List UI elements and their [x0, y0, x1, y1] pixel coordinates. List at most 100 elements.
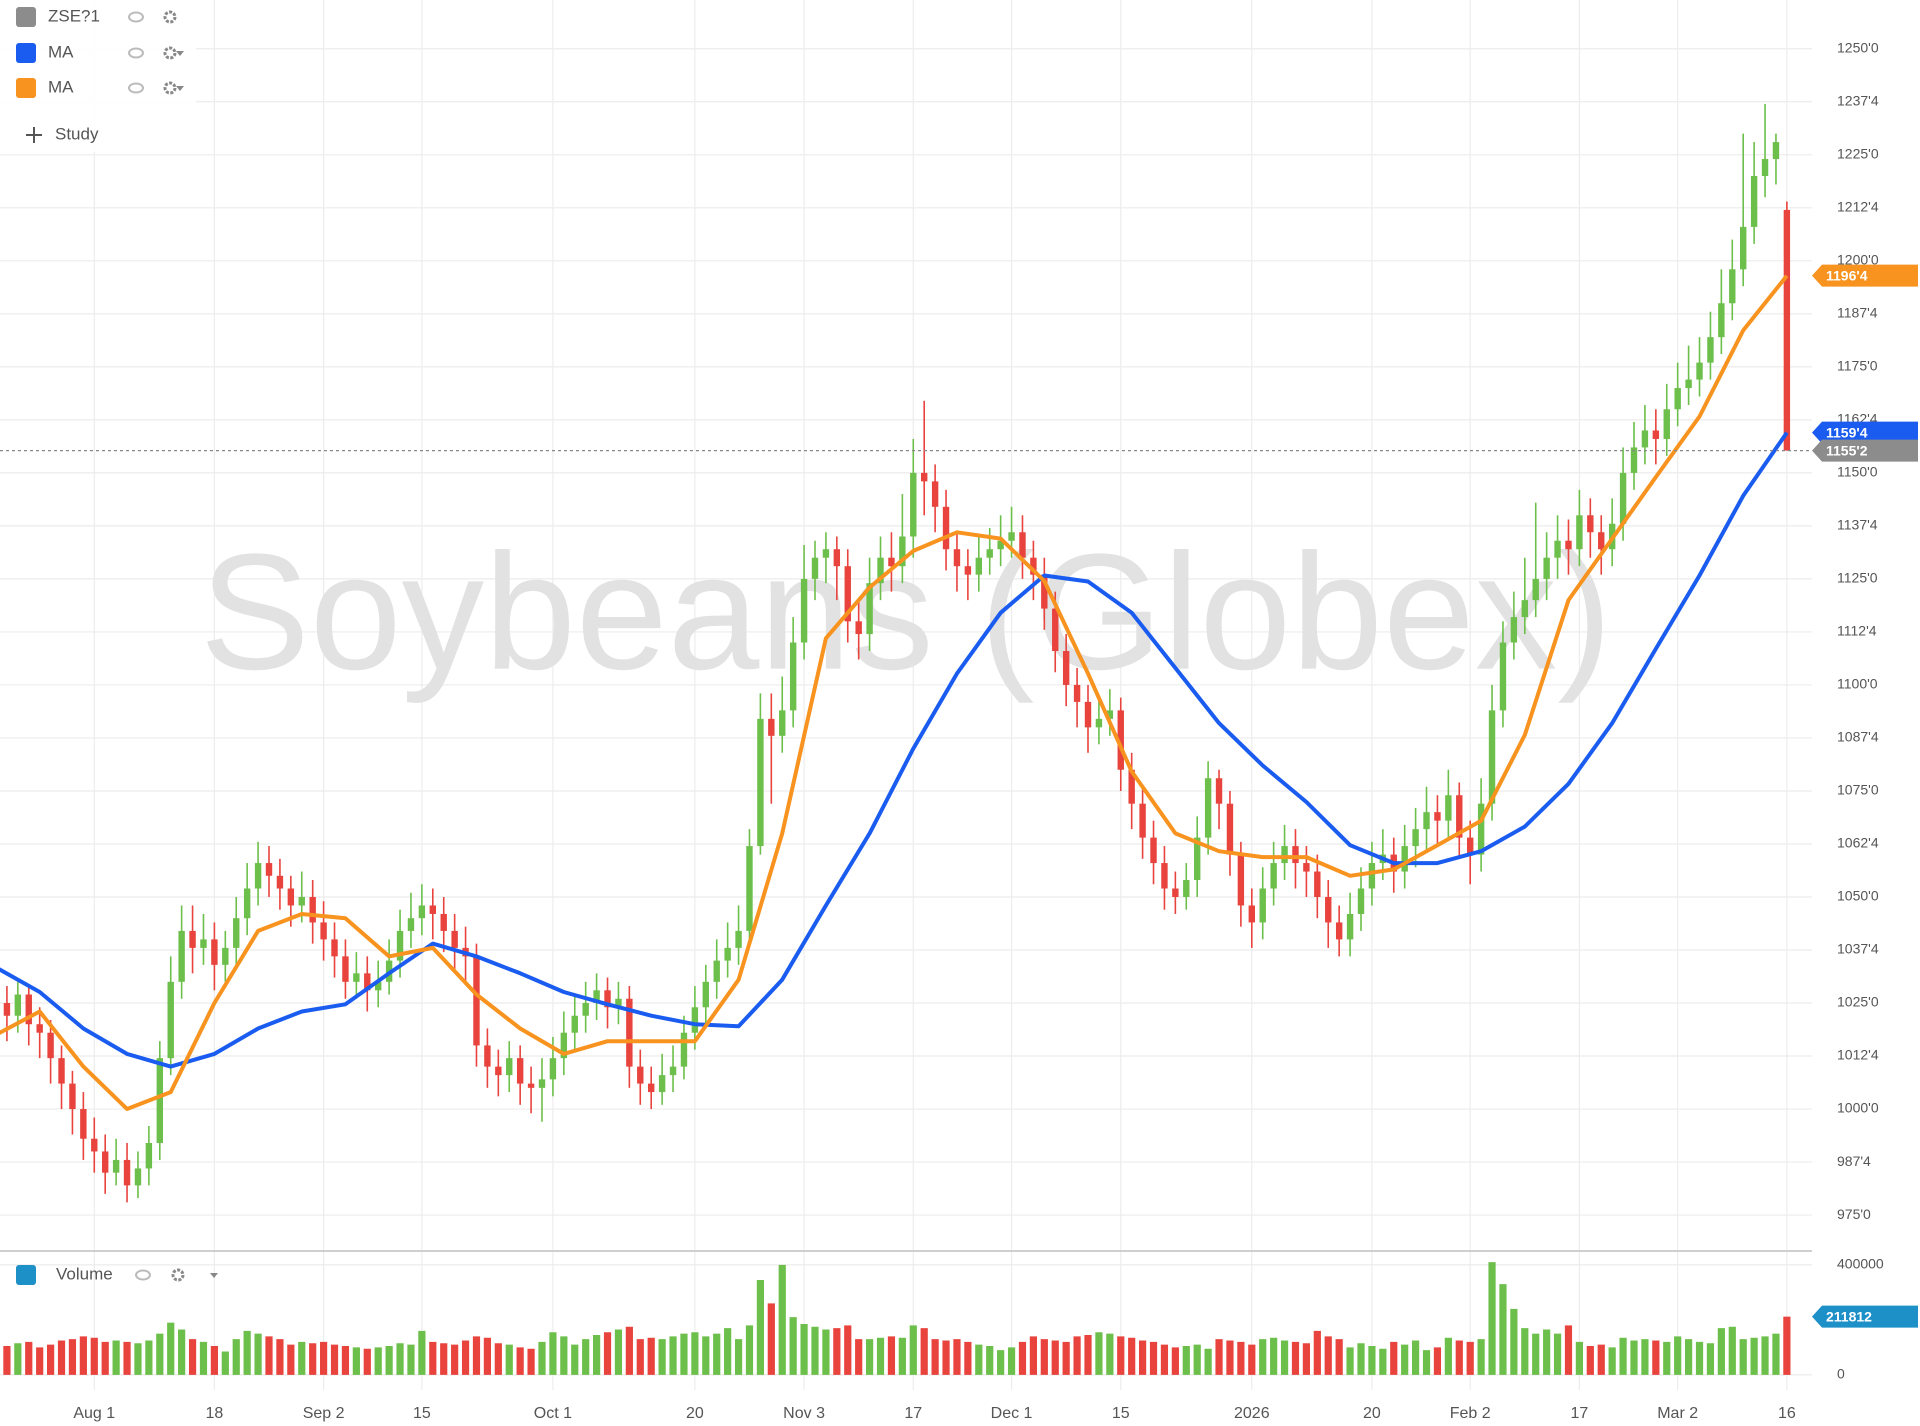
candle-body	[1084, 701, 1092, 728]
volume-bar	[811, 1326, 819, 1375]
volume-bar	[658, 1339, 666, 1375]
ma-price-tag-label: 1159'4	[1826, 424, 1868, 440]
candle-body	[1521, 600, 1528, 618]
volume-bar	[571, 1344, 579, 1375]
candle-body	[1062, 651, 1070, 685]
ma-price-tag	[1812, 421, 1918, 444]
candle-body	[320, 922, 327, 940]
candle-body	[888, 557, 895, 567]
candle-body	[1204, 778, 1212, 838]
x-tick-label: Oct 1	[534, 1405, 572, 1422]
settings-icon[interactable]	[171, 1268, 185, 1282]
candle-body	[1150, 837, 1157, 864]
y-tick-label: 1000'0	[1837, 1100, 1879, 1116]
visibility-icon[interactable]	[135, 1269, 151, 1281]
volume-bar	[1608, 1347, 1616, 1375]
candle-body	[669, 1066, 677, 1076]
volume-bar	[1084, 1335, 1092, 1375]
candle-body	[1215, 778, 1223, 804]
x-tick-label: 17	[1571, 1405, 1589, 1422]
dropdown-icon[interactable]	[176, 86, 184, 91]
candle-body	[1445, 795, 1452, 821]
volume-bar	[855, 1339, 863, 1375]
visibility-icon[interactable]	[128, 82, 144, 94]
candle-body	[1412, 829, 1419, 847]
candle-body	[1576, 515, 1583, 550]
x-tick-label: Feb 2	[1450, 1405, 1491, 1422]
volume-bar	[320, 1341, 328, 1375]
candle-body	[1467, 837, 1474, 855]
volume-bar	[1641, 1339, 1649, 1375]
candle-body	[484, 1045, 491, 1067]
candle-body	[91, 1138, 98, 1152]
candle-body	[1030, 557, 1037, 575]
candle-body	[604, 990, 611, 1008]
volume-bar	[1477, 1339, 1485, 1375]
settings-icon[interactable]	[163, 81, 177, 95]
candle-body	[811, 557, 819, 579]
settings-icon[interactable]	[163, 10, 177, 24]
candle-body	[779, 710, 786, 736]
candle-body	[211, 939, 218, 965]
candle-body	[156, 1058, 163, 1143]
volume-bar	[1553, 1333, 1562, 1375]
candle-body	[1073, 684, 1081, 702]
volume-bar	[942, 1340, 950, 1375]
candle-body	[1161, 863, 1168, 889]
volume-bar	[134, 1343, 142, 1375]
candle-body	[680, 1032, 688, 1067]
volume-area	[3, 1262, 1791, 1375]
volume-bar	[1117, 1336, 1125, 1375]
candle-body	[822, 549, 830, 558]
volume-bar	[975, 1344, 983, 1375]
volume-bar	[1728, 1326, 1736, 1375]
candle-body	[658, 1075, 666, 1093]
candle-body	[243, 888, 251, 919]
candle-body	[1172, 888, 1179, 897]
candle-body	[1095, 718, 1103, 728]
volume-tick-label: 0	[1837, 1366, 1845, 1382]
volume-bar	[516, 1347, 524, 1375]
volume-bar	[920, 1328, 928, 1375]
y-tick-label: 1225'0	[1837, 146, 1879, 162]
volume-bar	[1685, 1339, 1693, 1375]
candle-body	[1019, 532, 1026, 558]
volume-bar	[1160, 1344, 1169, 1375]
candle-body	[276, 875, 284, 889]
volume-tick-label: 400000	[1837, 1256, 1884, 1272]
study-button[interactable]: Study	[55, 124, 99, 143]
volume-bar	[593, 1335, 601, 1375]
volume-bar	[1368, 1346, 1376, 1375]
volume-bar	[210, 1346, 218, 1375]
volume-bar	[1324, 1336, 1332, 1375]
candle-body	[921, 472, 928, 482]
volume-bar	[1564, 1325, 1573, 1375]
watermark: Soybeans (Globex)	[200, 520, 1612, 704]
x-tick-label: 17	[904, 1405, 922, 1422]
ma-price-tag	[1812, 264, 1918, 287]
legend-swatch	[16, 7, 36, 27]
candle-body	[1139, 803, 1146, 838]
candle-body	[342, 956, 349, 982]
volume-bar	[1204, 1348, 1212, 1375]
candle-body	[866, 583, 873, 635]
volume-legend-label: Volume	[56, 1264, 113, 1283]
dropdown-icon[interactable]	[210, 1273, 218, 1278]
volume-bar	[1597, 1344, 1605, 1375]
visibility-icon[interactable]	[128, 11, 144, 23]
x-tick-label: 2026	[1234, 1405, 1270, 1422]
volume-bar	[14, 1343, 22, 1375]
volume-bar	[101, 1341, 109, 1375]
candle-body	[375, 981, 382, 991]
candle-body	[1117, 710, 1124, 770]
volume-tag-label: 211812	[1826, 1308, 1872, 1324]
volume-bar	[330, 1344, 339, 1375]
volume-bar	[1466, 1341, 1474, 1375]
volume-bar	[396, 1343, 404, 1375]
visibility-icon[interactable]	[128, 47, 144, 59]
legend-label: MA	[48, 42, 74, 61]
dropdown-icon[interactable]	[176, 51, 184, 56]
volume-bar	[1543, 1329, 1551, 1375]
settings-icon[interactable]	[163, 46, 177, 60]
